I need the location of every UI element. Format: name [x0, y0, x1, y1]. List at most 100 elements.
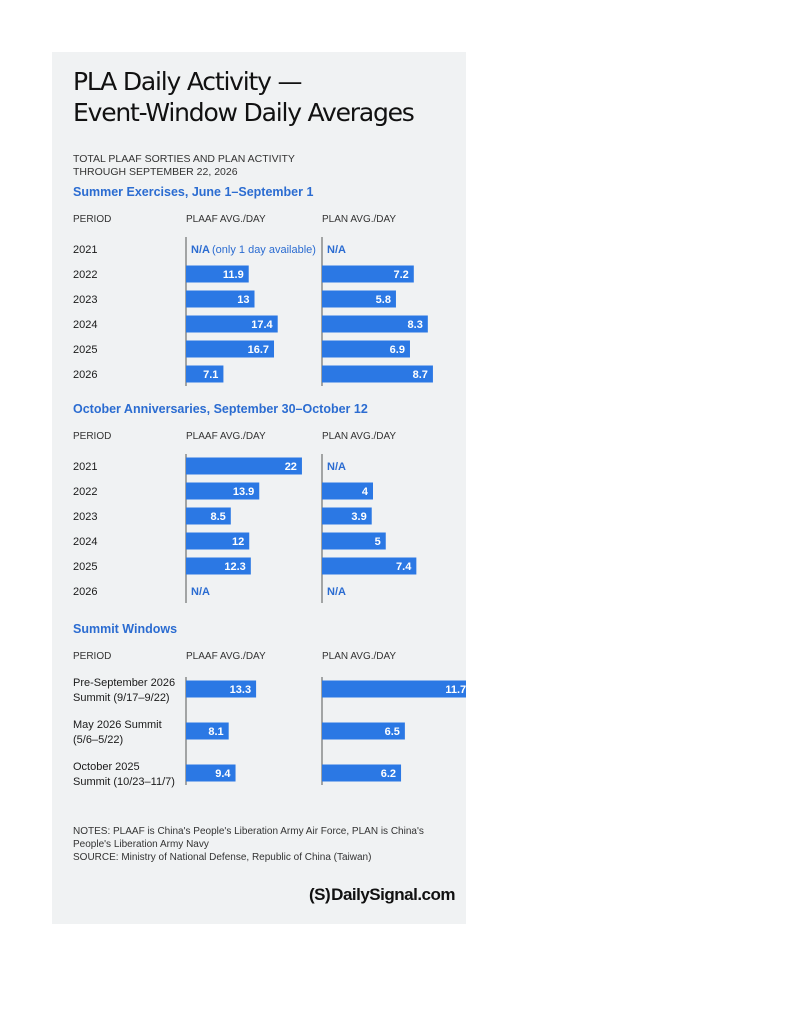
- bar: [186, 507, 231, 525]
- bar-value-label: 6.5: [385, 726, 400, 738]
- category-label: 2021: [73, 244, 97, 256]
- bar-value-label: 8.1: [208, 726, 223, 738]
- category-label: 2024: [73, 536, 97, 548]
- na-note: (only 1 day available): [212, 244, 316, 256]
- bar: [186, 315, 278, 333]
- brand-name: DailySignal.com: [331, 885, 455, 904]
- notes-block: NOTES: PLAAF is China's People's Liberat…: [73, 825, 453, 864]
- bar-value-label: 11.9: [223, 269, 244, 281]
- bar-value-label: 13.3: [230, 684, 251, 696]
- bar-value-label: 6.2: [381, 768, 396, 780]
- column-header-period: PERIOD: [73, 431, 111, 442]
- bar-value-label: 12.3: [224, 561, 245, 573]
- page-title: PLA Daily Activity — Event-Window Daily …: [73, 66, 415, 128]
- bar-value-label: 5.8: [376, 294, 391, 306]
- bar-value-label: 7.2: [394, 269, 409, 281]
- category-label: 2023: [73, 511, 97, 523]
- bar-value-label: 11.7: [445, 684, 466, 696]
- bar-value-label: 12: [232, 536, 244, 548]
- bar: [322, 290, 396, 308]
- category-label: 2021: [73, 461, 97, 473]
- bar-value-label: 8.5: [210, 511, 225, 523]
- bar: [322, 340, 410, 358]
- title-line: Event-Window Daily Averages: [73, 98, 415, 127]
- bar-charts: Summer Exercises, June 1–September 1 PERI…: [73, 185, 466, 788]
- na-label: N/A: [191, 244, 210, 256]
- subtitle: Total PLAAF sorties and PLAN activity th…: [73, 153, 295, 179]
- category-label: 2023: [73, 294, 97, 306]
- bar-value-label: 6.9: [390, 344, 405, 356]
- category-label: 2022: [73, 269, 97, 281]
- bar: [186, 557, 251, 575]
- bar: [186, 265, 249, 283]
- bar: [322, 265, 414, 283]
- bar: [186, 457, 302, 475]
- infographic-card: PLA Daily Activity — Event-Window Daily …: [52, 52, 466, 924]
- category-label: 2024: [73, 319, 97, 331]
- bar: [186, 482, 260, 500]
- bar-value-label: 4: [362, 486, 369, 498]
- na-label: N/A: [191, 586, 210, 598]
- bar: [186, 340, 275, 358]
- bar: [322, 507, 372, 525]
- subtitle-line: through September 22, 2026: [73, 166, 238, 178]
- bar: [322, 722, 405, 740]
- bar-value-label: 22: [285, 461, 297, 473]
- category-label: 2025: [73, 561, 97, 573]
- column-header-series: PLAAF AVG./DAY: [186, 431, 266, 442]
- bar-value-label: 7.4: [396, 561, 412, 573]
- bar-value-label: 7.1: [203, 369, 218, 381]
- bar-value-label: 8.3: [408, 319, 423, 331]
- bar-value-label: 13: [237, 294, 249, 306]
- category-label: (5/6–5/22): [73, 734, 123, 746]
- bar: [186, 680, 257, 698]
- brand-mark: (S): [309, 885, 331, 904]
- bar: [322, 365, 433, 383]
- column-header-series: PLAN AVG./DAY: [322, 214, 396, 225]
- category-label: 2025: [73, 344, 97, 356]
- bar-value-label: 16.7: [248, 344, 269, 356]
- bar: [322, 557, 417, 575]
- bar-value-label: 17.4: [251, 319, 273, 331]
- category-label: October 2025: [73, 761, 140, 773]
- section-heading: Summer Exercises, June 1–September 1: [73, 185, 313, 199]
- category-label: May 2026 Summit: [73, 719, 162, 731]
- category-label: Pre-September 2026: [73, 677, 175, 689]
- column-header-series: PLAN AVG./DAY: [322, 431, 396, 442]
- bar: [322, 482, 373, 500]
- notes-line: People's Liberation Army Navy: [73, 839, 209, 850]
- section-heading: October Anniversaries, September 30–Octo…: [73, 402, 368, 416]
- column-header-series: PLAAF AVG./DAY: [186, 214, 266, 225]
- bar: [186, 722, 229, 740]
- category-label: Summit (10/23–11/7): [73, 776, 175, 788]
- bar: [322, 764, 402, 782]
- na-label: N/A: [327, 586, 346, 598]
- column-header-series: PLAN AVG./DAY: [322, 651, 396, 662]
- subtitle-line: Total PLAAF sorties and PLAN activity: [73, 153, 295, 165]
- bar-value-label: 13.9: [233, 486, 254, 498]
- bar: [186, 764, 236, 782]
- bar: [322, 315, 428, 333]
- bar-value-label: 3.9: [351, 511, 366, 523]
- bar-value-label: 5: [375, 536, 381, 548]
- notes-line: NOTES: PLAAF is China's People's Liberat…: [73, 826, 424, 837]
- bar-value-label: 8.7: [413, 369, 428, 381]
- category-label: Summit (9/17–9/22): [73, 692, 170, 704]
- column-header-period: PERIOD: [73, 651, 111, 662]
- section-heading: Summit Windows: [73, 622, 177, 636]
- bar: [322, 532, 386, 550]
- brand-logo: (S)DailySignal.com: [309, 885, 455, 905]
- bar-value-label: 9.4: [215, 768, 231, 780]
- column-header-series: PLAAF AVG./DAY: [186, 651, 266, 662]
- bar: [186, 290, 255, 308]
- column-header-period: PERIOD: [73, 214, 111, 225]
- bar: [186, 532, 250, 550]
- source-line: SOURCE: Ministry of National Defense, Re…: [73, 852, 372, 863]
- bar: [186, 365, 224, 383]
- category-label: 2022: [73, 486, 97, 498]
- category-label: 2026: [73, 369, 97, 381]
- title-line: PLA Daily Activity —: [73, 67, 302, 96]
- bar: [322, 680, 466, 698]
- na-label: N/A: [327, 244, 346, 256]
- na-label: N/A: [327, 461, 346, 473]
